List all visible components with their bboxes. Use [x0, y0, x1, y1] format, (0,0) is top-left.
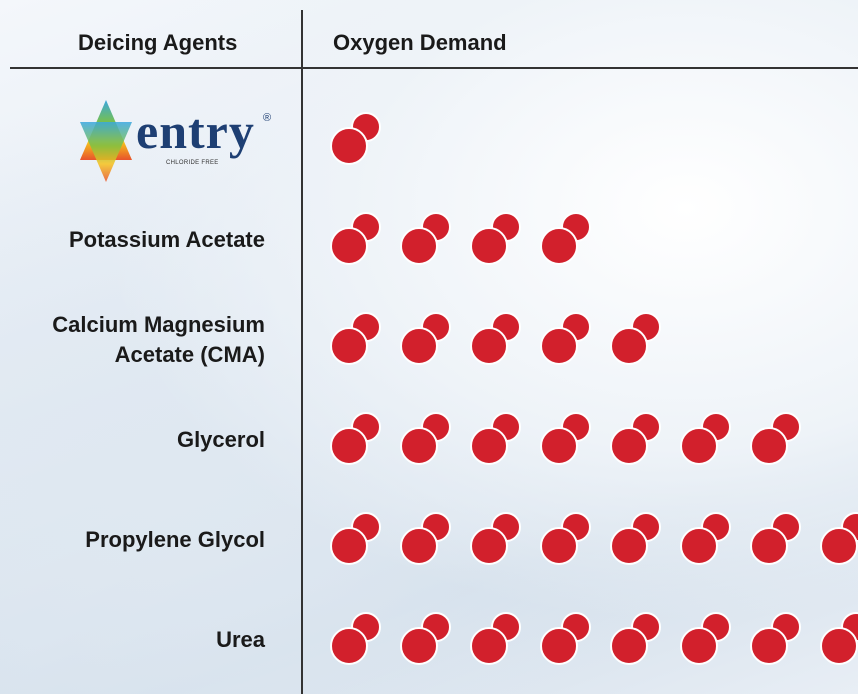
- icon-large-circle: [680, 427, 718, 465]
- icon-large-circle: [610, 427, 648, 465]
- oxygen-icon: [400, 512, 451, 565]
- icon-large-circle: [330, 327, 368, 365]
- oxygen-icon: [330, 312, 381, 365]
- oxygen-icon: [540, 612, 591, 665]
- oxygen-icon: [540, 412, 591, 465]
- oxygen-icon: [330, 212, 381, 265]
- icon-large-circle: [540, 427, 578, 465]
- oxygen-icon: [540, 212, 591, 265]
- logo-registered: ®: [263, 112, 272, 124]
- oxygen-icon: [680, 612, 731, 665]
- icon-large-circle: [750, 627, 788, 665]
- logo-word: entry: [136, 103, 255, 159]
- oxygen-icon: [400, 612, 451, 665]
- icon-large-circle: [400, 227, 438, 265]
- icon-large-circle: [470, 327, 508, 365]
- oxygen-icon: [750, 612, 801, 665]
- icon-large-circle: [610, 327, 648, 365]
- oxygen-icon: [610, 312, 661, 365]
- icon-large-circle: [400, 427, 438, 465]
- icon-large-circle: [820, 627, 858, 665]
- icon-large-circle: [330, 127, 368, 165]
- oxygen-icon: [330, 612, 381, 665]
- category-label: Urea: [216, 627, 265, 652]
- icon-large-circle: [540, 527, 578, 565]
- icon-large-circle: [470, 227, 508, 265]
- oxygen-icon: [400, 412, 451, 465]
- icon-large-circle: [750, 427, 788, 465]
- oxygen-icon: [470, 612, 521, 665]
- oxygen-icon: [330, 512, 381, 565]
- icon-large-circle: [400, 527, 438, 565]
- category-label: Propylene Glycol: [85, 527, 265, 552]
- oxygen-icon: [540, 512, 591, 565]
- icon-large-circle: [540, 327, 578, 365]
- icon-large-circle: [540, 627, 578, 665]
- oxygen-icon: [610, 512, 661, 565]
- oxygen-icon: [470, 412, 521, 465]
- oxygen-icon: [330, 112, 381, 165]
- icon-large-circle: [820, 527, 858, 565]
- oxygen-icon: [750, 412, 801, 465]
- oxygen-icon: [470, 512, 521, 565]
- icon-large-circle: [330, 427, 368, 465]
- oxygen-icon: [470, 312, 521, 365]
- oxygen-icon: [820, 512, 858, 565]
- oxygen-icon: [400, 212, 451, 265]
- oxygen-icon: [540, 312, 591, 365]
- icon-large-circle: [470, 427, 508, 465]
- icon-large-circle: [330, 527, 368, 565]
- icon-large-circle: [610, 627, 648, 665]
- oxygen-icon: [330, 412, 381, 465]
- column-header: Oxygen Demand: [333, 30, 507, 55]
- icon-large-circle: [400, 327, 438, 365]
- oxygen-icon: [750, 512, 801, 565]
- icon-large-circle: [680, 627, 718, 665]
- category-label: Calcium Magnesium Acetate (CMA): [52, 312, 265, 367]
- icon-large-circle: [400, 627, 438, 665]
- oxygen-icon: [680, 512, 731, 565]
- logo-tagline: CHLORIDE FREE: [166, 160, 219, 166]
- oxygen-icon: [680, 412, 731, 465]
- oxygen-icon: [610, 412, 661, 465]
- icon-large-circle: [330, 627, 368, 665]
- icon-large-circle: [680, 527, 718, 565]
- icon-large-circle: [610, 527, 648, 565]
- icon-large-circle: [540, 227, 578, 265]
- brand-logo: entry ® CHLORIDE FREE: [76, 98, 276, 188]
- icon-large-circle: [330, 227, 368, 265]
- oxygen-icon: [470, 212, 521, 265]
- category-label: Potassium Acetate: [68, 227, 265, 252]
- icon-large-circle: [470, 527, 508, 565]
- oxygen-icon: [610, 612, 661, 665]
- column-header: Deicing Agents: [78, 30, 238, 55]
- icon-large-circle: [750, 527, 788, 565]
- oxygen-icon: [820, 612, 858, 665]
- category-label: Glycerol: [176, 427, 265, 452]
- logo-star: [80, 100, 132, 182]
- icon-large-circle: [470, 627, 508, 665]
- oxygen-icon: [400, 312, 451, 365]
